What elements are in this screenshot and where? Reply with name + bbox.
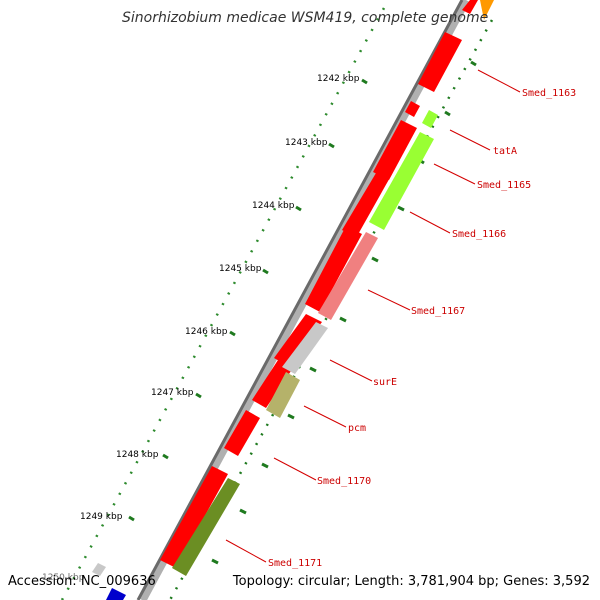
gene-arrow-smed-1162[interactable] bbox=[462, 0, 478, 14]
feature-tata-green[interactable] bbox=[422, 110, 438, 128]
gene-arrow-smed-1165b[interactable] bbox=[342, 168, 392, 238]
kbp-ticks bbox=[128, 78, 368, 522]
scale-label: 1244 kbp bbox=[252, 201, 295, 211]
leader-line bbox=[449, 129, 491, 151]
gene-arrow-smed-1166[interactable] bbox=[305, 226, 362, 312]
leader-line bbox=[303, 405, 347, 428]
gene-label-smed-1166[interactable]: Smed_1166 bbox=[452, 229, 506, 240]
scale-label: 1250 kbp bbox=[42, 573, 85, 583]
feature-smed-1171-olive[interactable] bbox=[172, 478, 240, 576]
leader-line bbox=[329, 359, 373, 382]
gene-label-smed-1165[interactable]: Smed_1165 bbox=[477, 180, 531, 191]
leader-line bbox=[367, 289, 411, 311]
tick-mark bbox=[287, 413, 295, 420]
gene-arrow-smed-1170[interactable] bbox=[160, 466, 228, 568]
leader-line bbox=[225, 539, 267, 563]
scale-label: 1245 kbp bbox=[219, 264, 262, 274]
tick-mark bbox=[239, 508, 247, 515]
tick-mark bbox=[444, 110, 451, 117]
gene-arrow-smed-1167[interactable] bbox=[274, 314, 322, 366]
accession-label: Accession: NC_009636 bbox=[8, 574, 156, 589]
blue-feature[interactable] bbox=[106, 588, 126, 600]
scale-label: 1246 kbp bbox=[185, 327, 228, 337]
kbp-tick bbox=[295, 205, 302, 212]
gene-label-smed-1170[interactable]: Smed_1170 bbox=[317, 476, 371, 487]
gene-label-smed-1171[interactable]: Smed_1171 bbox=[268, 558, 322, 569]
orange-feature[interactable] bbox=[480, 0, 494, 20]
gene-arrow-sure[interactable] bbox=[252, 360, 293, 408]
gene-track-inner bbox=[92, 0, 494, 600]
kbp-tick bbox=[262, 268, 269, 275]
tick-mark bbox=[371, 256, 379, 263]
tick-mark bbox=[309, 366, 317, 373]
kbp-tick bbox=[229, 330, 236, 337]
map-title: Sinorhizobium medicae WSM419, complete g… bbox=[122, 10, 488, 26]
genome-backbone-shadow bbox=[136, 0, 464, 600]
kbp-tick bbox=[328, 142, 335, 149]
tick-mark bbox=[339, 316, 347, 323]
kbp-tick bbox=[128, 515, 135, 522]
leader-line bbox=[273, 457, 317, 481]
feature-smed-1167-pink[interactable] bbox=[318, 232, 378, 320]
kbp-tick bbox=[162, 453, 169, 460]
ruler-dotted-line bbox=[60, 7, 386, 600]
grey-feature bbox=[92, 563, 106, 576]
leader-line bbox=[433, 163, 476, 185]
gene-label-smed-1163[interactable]: Smed_1163 bbox=[522, 88, 576, 99]
feature-sure-grey[interactable] bbox=[282, 322, 328, 374]
gene-arrow-tata[interactable] bbox=[405, 101, 420, 117]
gene-arrow-pcm[interactable] bbox=[224, 410, 260, 456]
leader-lines bbox=[225, 69, 521, 563]
tick-mark bbox=[261, 462, 269, 469]
kbp-tick bbox=[195, 392, 202, 399]
kbp-tick bbox=[361, 78, 368, 85]
scale-label: 1243 kbp bbox=[285, 138, 328, 148]
scale-label: 1242 kbp bbox=[317, 74, 360, 84]
gene-track-red bbox=[160, 0, 478, 568]
scale-label: 1249 kbp bbox=[80, 512, 123, 522]
scale-label: 1248 kbp bbox=[116, 450, 159, 460]
gene-label-tata[interactable]: tatA bbox=[493, 146, 517, 157]
gene-label-sure[interactable]: surE bbox=[373, 377, 397, 388]
gene-arrow-smed-1163[interactable] bbox=[418, 32, 462, 92]
gene-label-smed-1167[interactable]: Smed_1167 bbox=[411, 306, 465, 317]
feature-pcm-olive[interactable] bbox=[266, 372, 300, 418]
scale-label: 1247 kbp bbox=[151, 388, 194, 398]
leader-line bbox=[409, 211, 451, 234]
genome-summary: Topology: circular; Length: 3,781,904 bp… bbox=[232, 574, 590, 589]
leader-line bbox=[477, 69, 521, 93]
tick-mark bbox=[397, 205, 405, 212]
tick-mark bbox=[211, 558, 219, 565]
gene-label-pcm[interactable]: pcm bbox=[348, 423, 366, 434]
gene-arrow-smed-1165[interactable] bbox=[373, 120, 417, 180]
feature-smed-1165-green[interactable] bbox=[369, 132, 434, 230]
tick-mark bbox=[470, 60, 477, 67]
